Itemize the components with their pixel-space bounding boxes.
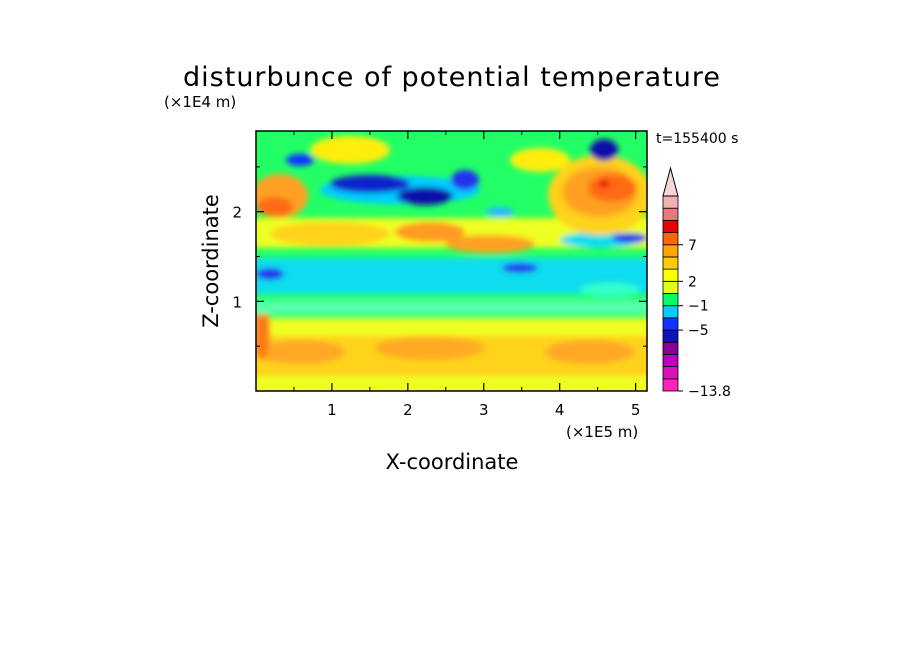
colorbar-swatch xyxy=(662,195,679,209)
colorbar-label: −13.8 xyxy=(688,384,731,400)
colorbar-label: −5 xyxy=(688,323,709,339)
y-tick-label: 2 xyxy=(232,204,242,222)
colorbar-swatch xyxy=(662,317,679,331)
colorbar-label: −1 xyxy=(688,299,709,315)
colorbar-extension xyxy=(662,166,679,197)
y-tick-label: 1 xyxy=(232,293,242,311)
colorbar-swatch xyxy=(662,256,679,270)
y-axis-label: Z-coordinate xyxy=(199,194,223,328)
colorbar-swatch xyxy=(662,268,679,282)
colorbar-swatch xyxy=(662,219,679,233)
colorbar-swatch xyxy=(662,341,679,355)
y-scale-label: (×1E4 m) xyxy=(164,93,236,111)
x-scale-label: (×1E5 m) xyxy=(566,423,638,441)
colorbar-swatch xyxy=(662,329,679,343)
colorbar-swatch xyxy=(662,366,679,380)
x-tick-label: 5 xyxy=(631,401,641,419)
colorbar-swatch xyxy=(662,305,679,319)
colorbar-swatch xyxy=(662,207,679,221)
x-axis-label: X-coordinate xyxy=(386,450,519,474)
plot-frame xyxy=(255,130,648,392)
x-tick-label: 3 xyxy=(479,401,489,419)
x-tick-label: 2 xyxy=(403,401,413,419)
y-axis-ticks: 12 xyxy=(232,166,647,347)
x-axis-ticks: 1 2 3 4 5 xyxy=(293,131,641,419)
colorbar-label: 7 xyxy=(688,238,697,254)
heatmap-field xyxy=(256,131,647,391)
colorbar-swatch xyxy=(662,232,679,246)
colorbar-swatch xyxy=(662,354,679,368)
colorbar-swatch xyxy=(662,378,679,392)
colorbar-swatch xyxy=(662,293,679,307)
x-tick-label: 4 xyxy=(555,401,565,419)
x-tick-label: 1 xyxy=(327,401,337,419)
time-label: t=155400 s xyxy=(656,131,738,147)
colorbar-swatch xyxy=(662,244,679,258)
colorbar: 7 2 −1 −5 −13.8 xyxy=(662,166,731,400)
chart-title: disturbunce of potential temperature xyxy=(183,62,721,93)
colorbar-swatch xyxy=(662,280,679,294)
colorbar-label: 2 xyxy=(688,274,697,290)
